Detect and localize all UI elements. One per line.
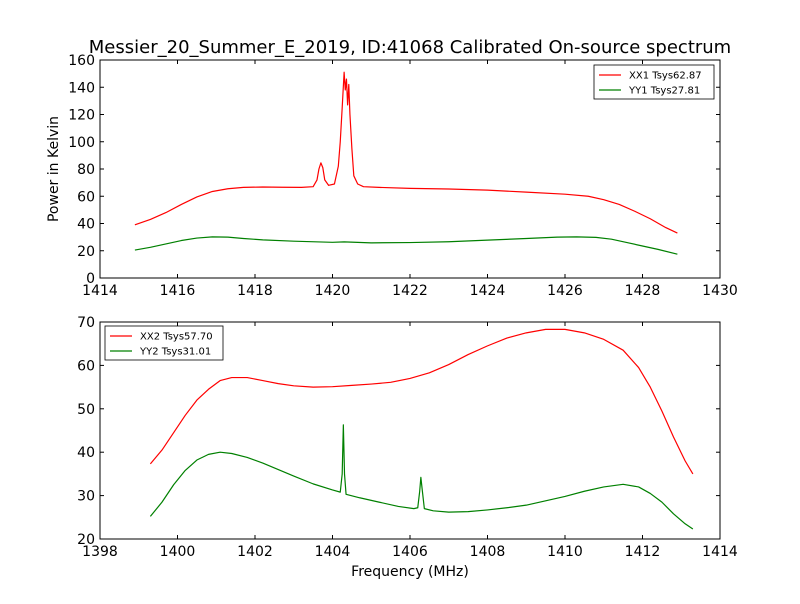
x-tick-label: 1412 — [625, 544, 661, 560]
x-tick-label: 1400 — [160, 544, 196, 560]
y-tick-label: 120 — [68, 108, 95, 124]
x-tick-label: 1430 — [702, 283, 738, 299]
y-tick-label: 50 — [77, 402, 95, 418]
top-panel: 1414 1416 1418 1420 1422 1424 1426 1428 1430 0 20 4… — [46, 53, 738, 299]
series-line-2-2 — [149, 424, 694, 530]
legend-label: XX2 Tsys57.70 — [140, 332, 213, 343]
x-tick-label: 1428 — [625, 283, 661, 299]
x-tick-label: 1416 — [160, 283, 196, 299]
x-tick-label: 1404 — [315, 544, 351, 560]
series-line-2-1 — [149, 328, 694, 475]
series-line-1-2 — [134, 236, 678, 255]
y-tick-label: 100 — [68, 135, 95, 151]
legend: XX1 Tsys62.87 YY1 Tsys27.81 — [593, 64, 715, 100]
y-tick-label: 20 — [77, 244, 95, 260]
x-tick-label: 1422 — [392, 283, 428, 299]
x-tick-label: 1402 — [237, 544, 273, 560]
legend-label: YY2 Tsys31.01 — [139, 347, 211, 358]
x-tick-label: 1406 — [392, 544, 428, 560]
y-tick-label: 60 — [77, 358, 95, 374]
x-tick-label: 1424 — [470, 283, 506, 299]
legend: XX2 Tsys57.70 YY2 Tsys31.01 — [104, 325, 224, 361]
x-axis-label: Frequency (MHz) — [351, 564, 469, 580]
series-line-1-1 — [134, 71, 678, 234]
y-tick-label: 40 — [77, 445, 95, 461]
y-tick-label: 70 — [77, 315, 95, 331]
x-tick-label: 1414 — [82, 283, 118, 299]
x-tick-label: 1410 — [547, 544, 583, 560]
x-tick-label: 1398 — [82, 544, 118, 560]
legend-label: XX1 Tsys62.87 — [629, 71, 702, 82]
legend-label: YY1 Tsys27.81 — [628, 86, 700, 97]
y-tick-label: 0 — [86, 271, 95, 287]
y-tick-label: 30 — [77, 489, 95, 505]
bottom-panel: 1398 1400 1402 1404 1406 1408 1410 1412 1414 20 30… — [77, 315, 738, 580]
x-tick-label: 1426 — [547, 283, 583, 299]
y-tick-label: 140 — [68, 80, 95, 96]
x-tick-label: 1418 — [237, 283, 273, 299]
x-tick-label: 1408 — [470, 544, 506, 560]
y-axis-label: Power in Kelvin — [46, 116, 62, 222]
x-tick-label: 1414 — [702, 544, 738, 560]
y-tick-label: 20 — [77, 532, 95, 548]
y-tick-label: 60 — [77, 189, 95, 205]
chart-title: Messier_20_Summer_E_2019, ID:41068 Calib… — [89, 37, 731, 58]
x-tick-label: 1420 — [315, 283, 351, 299]
y-tick-label: 80 — [77, 162, 95, 178]
legend-box — [104, 325, 224, 361]
legend-box — [593, 64, 715, 100]
y-tick-label: 40 — [77, 217, 95, 233]
y-tick-label: 160 — [68, 53, 95, 69]
